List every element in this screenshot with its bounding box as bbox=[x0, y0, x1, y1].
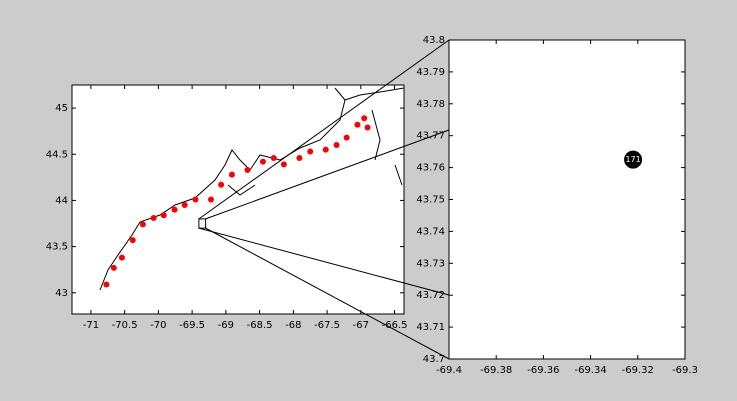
x-tick-label: -66.5 bbox=[382, 320, 408, 331]
point bbox=[322, 146, 329, 153]
x-tick-label: -70 bbox=[150, 320, 166, 331]
y-tick-label: 43.74 bbox=[416, 226, 445, 237]
point bbox=[228, 171, 235, 178]
point bbox=[181, 202, 188, 209]
point bbox=[354, 121, 361, 128]
y-tick-label: 44.5 bbox=[46, 149, 68, 160]
point bbox=[160, 212, 167, 219]
point bbox=[280, 161, 287, 168]
zoom-connector bbox=[198, 39, 450, 220]
point bbox=[171, 206, 178, 213]
zoom-connector bbox=[205, 227, 450, 360]
y-tick-label: 43.79 bbox=[416, 67, 445, 78]
y-tick-label: 43.7 bbox=[423, 354, 445, 365]
point bbox=[150, 214, 157, 221]
x-tick-label: -70.5 bbox=[112, 320, 138, 331]
coastline bbox=[99, 87, 405, 291]
point bbox=[129, 237, 136, 244]
y-tick-label: 43.78 bbox=[416, 99, 445, 110]
point bbox=[192, 196, 199, 203]
y-tick-label: 43 bbox=[55, 288, 68, 299]
point bbox=[118, 254, 125, 261]
x-tick-label: -67 bbox=[353, 320, 369, 331]
point bbox=[208, 196, 215, 203]
x-tick-label: -69.32 bbox=[622, 365, 654, 376]
point bbox=[296, 154, 303, 161]
point bbox=[139, 221, 146, 228]
point-label: 171 bbox=[625, 155, 640, 164]
point bbox=[361, 115, 368, 122]
x-tick-label: -69.34 bbox=[574, 365, 606, 376]
zoom-connector bbox=[205, 129, 450, 220]
point bbox=[244, 166, 251, 173]
y-tick-label: 43.76 bbox=[416, 163, 445, 174]
y-tick-label: 43.73 bbox=[416, 258, 445, 269]
point bbox=[364, 124, 371, 131]
x-tick-label: -69.3 bbox=[672, 365, 698, 376]
y-tick-label: 45 bbox=[55, 103, 68, 114]
y-tick-label: 43.5 bbox=[46, 242, 68, 253]
point bbox=[343, 134, 350, 141]
y-tick-label: 43.8 bbox=[423, 35, 445, 46]
point bbox=[307, 148, 314, 155]
x-tick-label: -69.4 bbox=[436, 365, 462, 376]
x-tick-label: -69 bbox=[218, 320, 234, 331]
y-tick-label: 43.72 bbox=[416, 290, 445, 301]
point bbox=[259, 158, 266, 165]
x-tick-label: -68 bbox=[285, 320, 301, 331]
point bbox=[333, 142, 340, 149]
map-axes bbox=[71, 84, 405, 315]
zoom-axes bbox=[448, 39, 686, 360]
y-tick-label: 43.71 bbox=[416, 322, 445, 333]
x-tick-label: -68.5 bbox=[247, 320, 273, 331]
point bbox=[624, 150, 643, 169]
x-tick-label: -69.36 bbox=[527, 365, 559, 376]
x-tick-label: -67.5 bbox=[314, 320, 340, 331]
y-tick-label: 43.75 bbox=[416, 195, 445, 206]
x-tick-label: -69.38 bbox=[480, 365, 512, 376]
point bbox=[103, 281, 110, 288]
zoom-connector bbox=[198, 227, 450, 296]
point bbox=[218, 181, 225, 188]
x-tick-label: -69.5 bbox=[179, 320, 205, 331]
y-tick-label: 44 bbox=[55, 195, 68, 206]
x-tick-label: -71 bbox=[83, 320, 99, 331]
point bbox=[110, 264, 117, 271]
zoom-box bbox=[198, 218, 207, 229]
point bbox=[270, 154, 277, 161]
